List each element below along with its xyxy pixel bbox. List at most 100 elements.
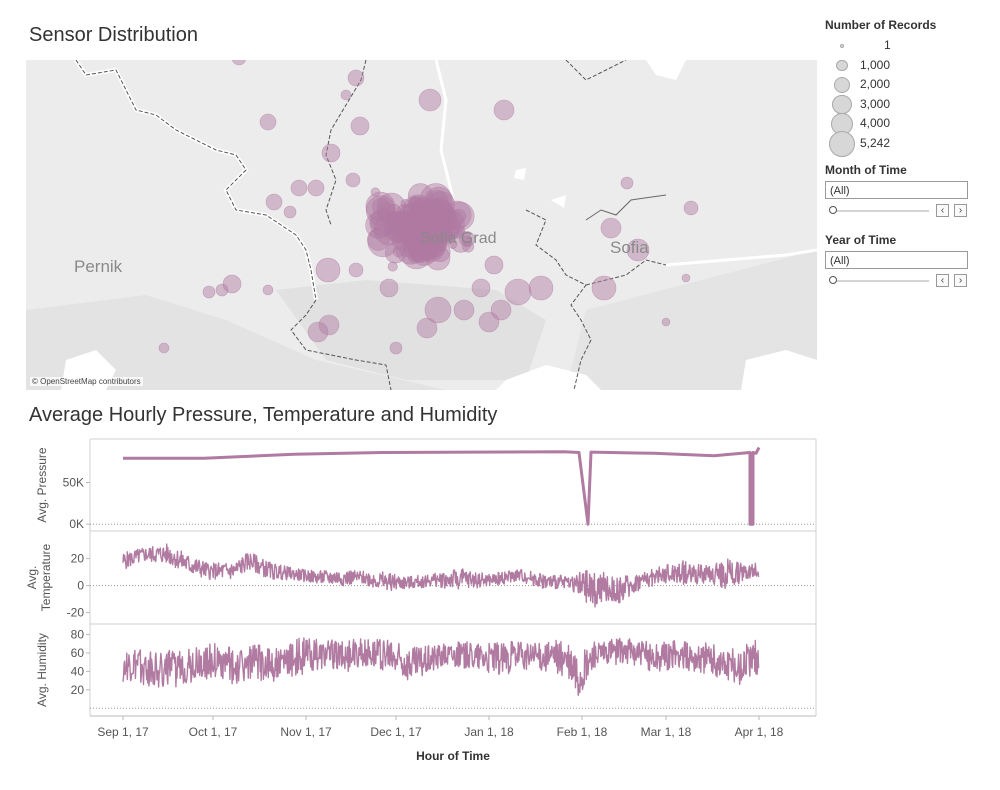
x-tick-label: Apr 1, 18 bbox=[735, 725, 784, 739]
pressure-series-line[interactable] bbox=[123, 446, 761, 526]
legend-item: 3,000 bbox=[825, 94, 995, 115]
sensor-bubble[interactable] bbox=[315, 257, 341, 283]
month-slider-handle[interactable] bbox=[829, 206, 837, 214]
sensor-bubble[interactable] bbox=[683, 200, 699, 216]
sensor-bubble[interactable] bbox=[426, 234, 444, 252]
region-border bbox=[75, 60, 317, 301]
year-slider-handle[interactable] bbox=[829, 276, 837, 284]
region-border bbox=[325, 60, 367, 226]
sensor-bubble[interactable] bbox=[307, 179, 325, 197]
sensor-bubble[interactable] bbox=[408, 218, 429, 239]
sensor-bubble[interactable] bbox=[451, 209, 467, 224]
sensor-bubble[interactable] bbox=[231, 60, 247, 66]
legend-title: Number of Records bbox=[825, 18, 937, 32]
sensor-bubble[interactable] bbox=[425, 245, 451, 271]
y-axis-label: Avg.Temperature bbox=[25, 543, 53, 611]
sensor-bubble[interactable] bbox=[471, 278, 491, 298]
region-border bbox=[585, 259, 667, 286]
sensor-bubble[interactable] bbox=[371, 197, 391, 216]
sensor-bubble[interactable] bbox=[528, 275, 554, 301]
month-filter: (All) ‹ › bbox=[825, 181, 995, 218]
sensor-bubble[interactable] bbox=[290, 179, 308, 197]
sensor-bubble[interactable] bbox=[202, 285, 216, 299]
month-filter-select[interactable]: (All) bbox=[825, 181, 968, 199]
sensor-map[interactable]: Pernik Sofia Sofia Grad © OpenStreetMap … bbox=[26, 60, 817, 390]
year-filter-select[interactable]: (All) bbox=[825, 251, 968, 269]
sensor-bubble[interactable] bbox=[365, 191, 395, 222]
sensor-bubble[interactable] bbox=[367, 228, 390, 251]
map-canvas[interactable] bbox=[26, 60, 817, 390]
sensor-bubble[interactable] bbox=[418, 88, 442, 112]
sensor-bubble[interactable] bbox=[345, 172, 361, 188]
x-tick-label: Feb 1, 18 bbox=[557, 725, 608, 739]
sensor-bubble[interactable] bbox=[158, 342, 170, 354]
sensor-bubble[interactable] bbox=[462, 240, 475, 253]
sensor-bubble[interactable] bbox=[385, 210, 417, 243]
sensor-bubble[interactable] bbox=[600, 217, 622, 239]
y-tick-label: 20 bbox=[71, 683, 85, 697]
sensor-bubble[interactable] bbox=[318, 314, 340, 336]
sensor-bubble[interactable] bbox=[461, 235, 473, 247]
month-next-button[interactable]: › bbox=[954, 204, 967, 217]
legend-item: 2,000 bbox=[825, 75, 995, 95]
sensor-bubble[interactable] bbox=[419, 197, 447, 226]
sensor-bubble[interactable] bbox=[347, 69, 365, 87]
sensor-bubble[interactable] bbox=[453, 299, 475, 321]
sensor-bubble[interactable] bbox=[389, 341, 403, 355]
sensor-bubble[interactable] bbox=[350, 116, 370, 136]
sensor-bubble[interactable] bbox=[307, 321, 329, 343]
sensor-bubble[interactable] bbox=[681, 273, 691, 283]
sensor-bubble[interactable] bbox=[591, 275, 617, 301]
sensor-bubble[interactable] bbox=[493, 99, 515, 121]
sensor-bubble[interactable] bbox=[387, 261, 398, 272]
month-slider[interactable]: ‹ › bbox=[825, 204, 971, 218]
sensor-bubble[interactable] bbox=[416, 317, 438, 339]
sensor-bubble[interactable] bbox=[262, 284, 274, 296]
terrain-shading bbox=[26, 295, 446, 390]
month-filter-title: Month of Time bbox=[825, 163, 907, 177]
year-next-button[interactable]: › bbox=[954, 274, 967, 287]
sensor-bubble[interactable] bbox=[321, 143, 341, 163]
sensor-bubble[interactable] bbox=[504, 278, 532, 306]
legend-label: 2,000 bbox=[860, 77, 891, 91]
year-slider[interactable]: ‹ › bbox=[825, 274, 971, 288]
legend-item: 1 bbox=[825, 36, 995, 56]
sensor-bubble[interactable] bbox=[384, 242, 407, 264]
sensor-bubble[interactable] bbox=[259, 113, 277, 131]
sensor-bubble[interactable] bbox=[409, 196, 423, 210]
sensor-bubble[interactable] bbox=[626, 238, 650, 262]
x-tick-label: Sep 1, 17 bbox=[97, 725, 149, 739]
sensor-bubble[interactable] bbox=[408, 253, 419, 264]
y-tick-label: -20 bbox=[67, 606, 85, 620]
sensor-bubble[interactable] bbox=[265, 193, 283, 211]
sensor-bubble[interactable] bbox=[620, 176, 634, 190]
sensor-bubble[interactable] bbox=[379, 278, 399, 298]
y-axis-label: Avg. Pressure bbox=[35, 447, 49, 522]
map-attribution[interactable]: © OpenStreetMap contributors bbox=[30, 377, 143, 386]
sensor-bubble[interactable] bbox=[407, 183, 434, 209]
sensor-bubble[interactable] bbox=[436, 227, 446, 237]
side-panel: Number of Records 1 1,000 2,000 3,000 4,000 5… bbox=[825, 18, 995, 288]
humidity-series-line[interactable] bbox=[122, 637, 760, 696]
year-prev-button[interactable]: ‹ bbox=[936, 274, 949, 287]
sensor-bubble[interactable] bbox=[215, 283, 229, 297]
sensor-bubble[interactable] bbox=[283, 205, 297, 219]
sensor-bubble[interactable] bbox=[340, 89, 352, 101]
month-slider-track[interactable] bbox=[831, 210, 929, 212]
sensor-bubble[interactable] bbox=[478, 311, 500, 333]
temperature-series-line[interactable] bbox=[122, 543, 760, 608]
water-area bbox=[646, 60, 686, 80]
sensor-bubble[interactable] bbox=[484, 255, 504, 275]
sensor-bubble[interactable] bbox=[661, 317, 671, 327]
sensor-bubble[interactable] bbox=[445, 201, 475, 231]
legend-size-circle bbox=[840, 44, 844, 48]
month-prev-button[interactable]: ‹ bbox=[936, 204, 949, 217]
sensor-bubble[interactable] bbox=[424, 296, 452, 324]
sensor-bubble[interactable] bbox=[429, 219, 452, 242]
sensor-bubble[interactable] bbox=[370, 187, 381, 197]
year-slider-track[interactable] bbox=[831, 280, 929, 282]
sensor-bubble[interactable] bbox=[348, 262, 364, 278]
sensor-bubble[interactable] bbox=[427, 238, 443, 254]
sensor-bubble[interactable] bbox=[403, 218, 423, 238]
sensor-bubble[interactable] bbox=[431, 212, 449, 230]
